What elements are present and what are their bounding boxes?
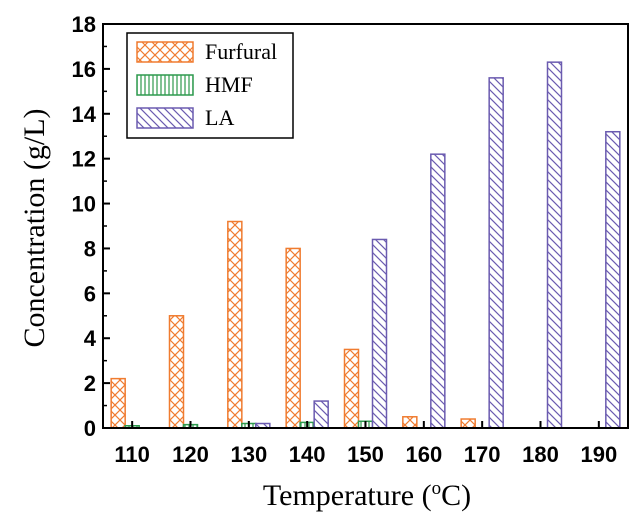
axes-layer: 0 2 4 6 8 10 12 14 16 18 110 120 130 140 150 160 170 180 1… — [72, 12, 629, 467]
y-tick-label: 16 — [72, 57, 96, 82]
bar-la-180 — [546, 61, 563, 429]
bar-la-160 — [430, 153, 446, 429]
bar-furfural-110 — [110, 377, 126, 429]
bar-furfural-170 — [460, 418, 476, 429]
y-tick-label: 2 — [84, 371, 96, 396]
y-tick-label: 4 — [84, 326, 97, 351]
y-tick-label: 10 — [72, 192, 96, 217]
x-axis-title-superscript: o — [432, 478, 442, 499]
x-tick-label: 180 — [522, 442, 559, 467]
x-tick-label: 150 — [347, 442, 384, 467]
legend-item-hmf: HMF — [136, 72, 253, 97]
bar-furfural-120 — [168, 315, 185, 429]
y-tick-label: 12 — [72, 147, 96, 172]
legend-label-la: LA — [205, 105, 234, 130]
bar-la-190 — [605, 130, 621, 429]
y-tick-label: 14 — [72, 102, 97, 127]
y-tick-label: 18 — [72, 12, 96, 37]
bar-furfural-160 — [402, 416, 418, 429]
bar-la-170 — [488, 77, 504, 429]
bar-furfural-130 — [227, 220, 243, 429]
x-tick-label: 130 — [230, 442, 267, 467]
x-tick-label: 190 — [580, 442, 617, 467]
legend-swatch-la — [136, 107, 194, 129]
x-tick-label: 140 — [289, 442, 326, 467]
x-tick-label: 120 — [172, 442, 209, 467]
y-axis-title: Concentration (g/L) — [18, 108, 51, 347]
y-tick-label: 6 — [84, 281, 96, 306]
bar-la-140 — [313, 400, 329, 429]
x-axis-title: Temperature (oC) — [263, 478, 471, 512]
x-axis-title-main: Temperature ( — [263, 479, 432, 512]
x-tick-label: 110 — [114, 442, 150, 467]
bar-furfural-140 — [285, 247, 301, 429]
legend-swatch-hmf — [136, 74, 194, 96]
x-tick-label: 170 — [464, 442, 501, 467]
bar-la-150 — [371, 238, 388, 429]
legend-item-la: LA — [136, 105, 234, 130]
legend: Furfural HMF LA — [126, 32, 294, 139]
legend-item-furfural: Furfural — [136, 39, 277, 64]
y-tick-label: 8 — [84, 236, 96, 261]
y-tick-label: 0 — [84, 416, 96, 441]
bars-layer — [110, 61, 621, 429]
bar-furfural-150 — [343, 348, 360, 429]
legend-swatch-furfural — [136, 41, 194, 63]
legend-label-hmf: HMF — [205, 72, 253, 97]
x-axis-title-suffix: C) — [441, 479, 471, 512]
legend-label-furfural: Furfural — [205, 39, 277, 64]
x-tick-label: 160 — [405, 442, 442, 467]
